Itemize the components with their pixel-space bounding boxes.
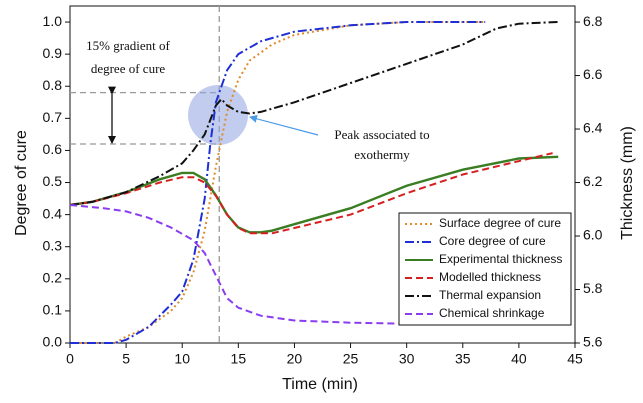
legend-label: Surface degree of cure: [439, 216, 561, 230]
x-tick-label: 35: [455, 351, 471, 367]
y2-axis-title: Thickness (mm): [619, 126, 636, 240]
y-tick-label: 0.7: [43, 109, 63, 125]
legend-label: Experimental thickness: [439, 252, 562, 266]
y2-tick-label: 6.4: [583, 120, 603, 136]
x-axis-title: Time (min): [282, 376, 358, 393]
annotation-arrow: [249, 114, 319, 136]
series-line: [69, 155, 559, 234]
y-tick-label: 0.0: [43, 334, 63, 350]
x-tick-label: 15: [231, 351, 247, 367]
y-tick-label: 0.8: [43, 77, 63, 93]
y-tick-label: 0.9: [43, 45, 63, 61]
y2-tick-label: 6.0: [583, 227, 603, 243]
x-tick-label: 20: [287, 351, 303, 367]
legend-label: Modelled thickness: [439, 270, 541, 284]
x-tick-label: 5: [122, 351, 130, 367]
y-axis-title: Degree of cure: [13, 130, 30, 236]
plot-frame: [69, 5, 576, 344]
legend-label: Chemical shrinkage: [439, 306, 545, 320]
y-tick-label: 1.0: [43, 13, 63, 29]
legend-box: [398, 212, 572, 326]
y-tick-label: 0.5: [43, 173, 63, 189]
y2-tick-label: 6.6: [583, 66, 603, 82]
x-tick-label: 30: [399, 351, 415, 367]
x-tick-label: 10: [174, 351, 190, 367]
series-line: [69, 152, 553, 235]
annotation: degree of cure: [91, 61, 166, 76]
y2-tick-label: 5.8: [583, 280, 603, 296]
peak-highlight: [188, 85, 248, 145]
series-line: [70, 21, 486, 344]
legend-label: Core degree of cure: [439, 234, 546, 248]
annotation: exothermy: [354, 147, 410, 162]
x-tick-label: 0: [66, 351, 74, 367]
y-tick-label: 0.2: [43, 270, 63, 286]
legend-label: Thermal expansion: [439, 288, 541, 302]
y2-tick-label: 6.2: [583, 173, 603, 189]
y-tick-label: 0.6: [43, 141, 63, 157]
series-line: [70, 21, 486, 344]
y-tick-label: 0.4: [43, 205, 63, 221]
x-tick-label: 45: [567, 351, 583, 367]
series-line: [69, 21, 559, 206]
x-tick-label: 40: [511, 351, 527, 367]
annotation: Peak associated to: [334, 127, 429, 142]
y2-tick-label: 5.6: [583, 334, 603, 350]
y-tick-label: 0.3: [43, 237, 63, 253]
x-tick-label: 25: [343, 351, 359, 367]
y2-tick-label: 6.8: [583, 13, 603, 29]
annotation: 15% gradient of: [86, 38, 170, 53]
y-tick-label: 0.1: [43, 302, 63, 318]
